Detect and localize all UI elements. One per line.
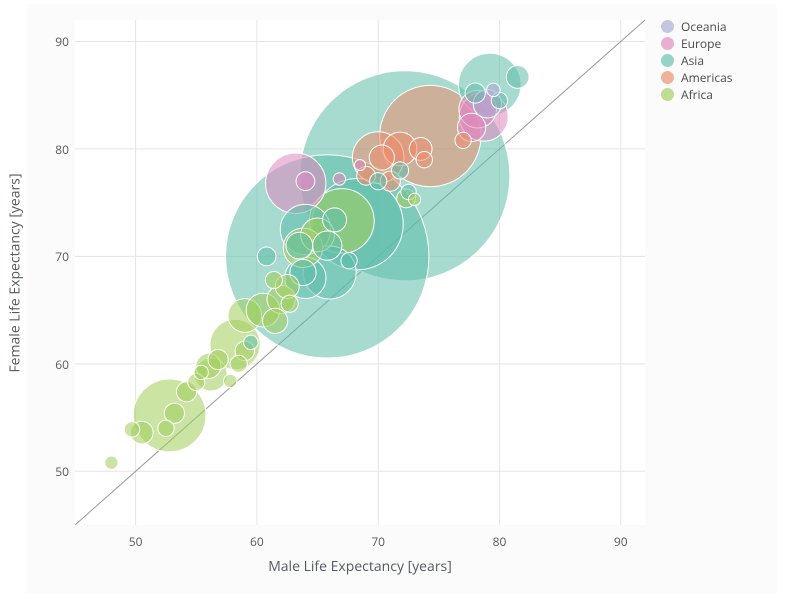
legend-swatch-icon [660, 53, 675, 68]
y-axis-label: Female Life Expectancy [years] [6, 143, 25, 403]
legend-item[interactable]: Oceania [660, 18, 733, 35]
legend-item[interactable]: Americas [660, 69, 733, 86]
legend-swatch-icon [660, 87, 675, 102]
bubble-chart-figure: Male Life Expectancy [years] Female Life… [0, 0, 798, 598]
legend-item[interactable]: Asia [660, 52, 733, 69]
legend-label: Africa [681, 86, 713, 103]
legend-swatch-icon [660, 19, 675, 34]
legend-swatch-icon [660, 36, 675, 51]
legend-item[interactable]: Europe [660, 35, 733, 52]
legend-item[interactable]: Africa [660, 86, 733, 103]
plot-area [75, 20, 645, 525]
legend-label: Americas [681, 69, 733, 86]
legend: OceaniaEuropeAsiaAmericasAfrica [660, 18, 733, 103]
legend-swatch-icon [660, 70, 675, 85]
legend-label: Oceania [681, 18, 727, 35]
legend-label: Europe [681, 35, 721, 52]
legend-label: Asia [681, 52, 704, 69]
